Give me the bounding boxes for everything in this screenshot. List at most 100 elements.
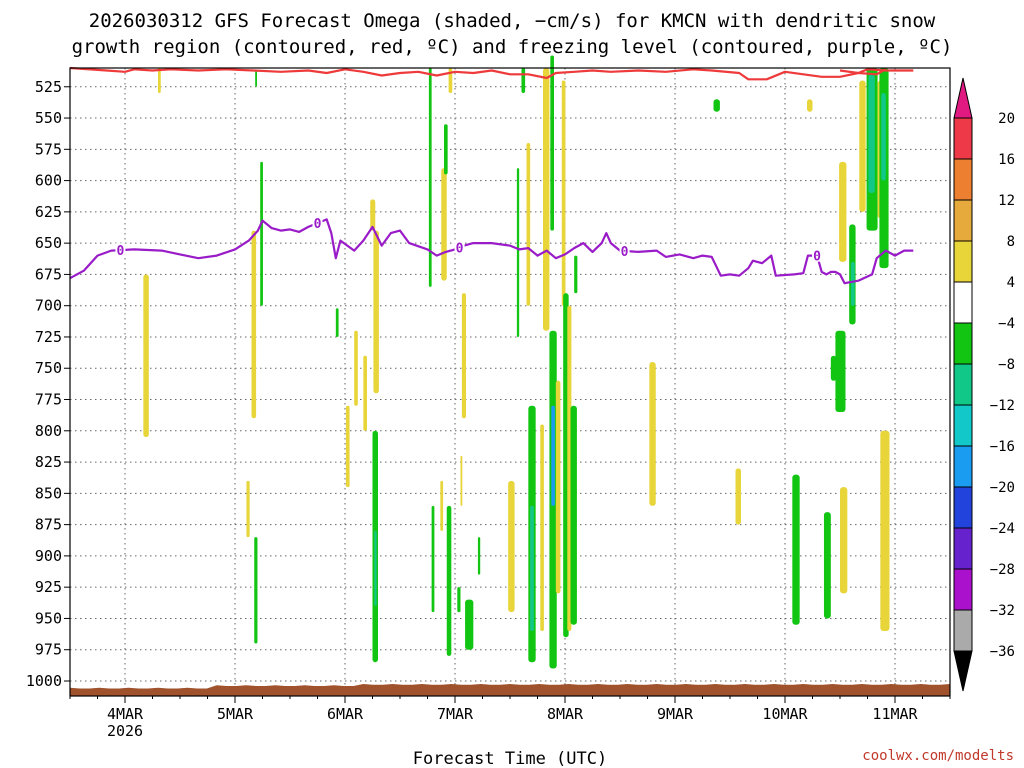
y-tick-label: 550	[35, 109, 62, 127]
omega-cell	[713, 99, 720, 112]
omega-cell	[574, 255, 578, 294]
colorbar-label: 8	[1007, 234, 1015, 250]
chart-title-line-2: growth region (contoured, red, ºC) and f…	[72, 36, 953, 58]
omega-cell	[792, 474, 800, 625]
omega-cell	[526, 143, 531, 306]
y-tick-label: 1000	[26, 672, 62, 690]
x-tick-label: 10MAR	[762, 705, 808, 723]
freezing-label-bg	[619, 243, 630, 257]
y-tick-label: 875	[35, 516, 62, 534]
freezing-label-bg	[115, 243, 126, 257]
omega-cell	[830, 355, 837, 381]
omega-cell	[530, 505, 534, 631]
x-axis-label: Forecast Time (UTC)	[413, 749, 607, 768]
omega-cell	[807, 99, 813, 112]
y-tick-label: 675	[35, 265, 62, 283]
y-axis-pressure: 525 550 575 600 625 650 675 700 725 750 775 800 825 8…	[26, 78, 70, 690]
colorbar-label: −24	[990, 521, 1015, 537]
colorbar-label: −16	[990, 439, 1015, 455]
omega-cell	[246, 480, 250, 538]
omega-cell	[335, 308, 339, 337]
dendritic-growth-contour	[69, 66, 914, 81]
contour-lines: 0 0 0 0 0	[69, 66, 914, 285]
y-tick-label: 700	[35, 297, 62, 315]
omega-cell	[143, 274, 149, 438]
omega-cell	[823, 512, 831, 619]
ground-fill	[70, 684, 950, 696]
colorbar-swatch	[953, 363, 973, 406]
colorbar-swatch	[953, 404, 973, 447]
colorbar-swatch	[953, 445, 973, 488]
omega-cell	[859, 80, 866, 212]
colorbar-legend: 20 16 12 8 4 −4 −8 −12 −16 −20 −24 −28 −32 −36	[953, 77, 1015, 692]
freezing-label-bg	[454, 240, 465, 254]
omega-cell	[460, 455, 463, 506]
freezing-level-contour	[69, 218, 914, 285]
x-tick-label: 8MAR	[547, 705, 584, 723]
y-tick-label: 775	[35, 391, 62, 409]
colorbar-label: 4	[1007, 275, 1015, 291]
x-tick-label: 9MAR	[657, 705, 694, 723]
colorbar-label: −8	[998, 357, 1015, 373]
omega-cell	[158, 68, 161, 94]
colorbar-swatch	[953, 117, 973, 160]
y-tick-label: 975	[35, 641, 62, 659]
y-tick-label: 925	[35, 578, 62, 596]
omega-cell	[354, 330, 358, 406]
plot-area: 0 0 0 0 0	[69, 55, 951, 697]
credit-text: coolwx.com/modelts	[862, 748, 1014, 764]
omega-cell	[440, 480, 444, 531]
colorbar-label: −28	[990, 562, 1015, 578]
omega-cell	[457, 587, 461, 613]
x-tick-label: 5MAR	[217, 705, 254, 723]
dendritic-growth-contour-segment	[839, 68, 887, 76]
omega-cell	[521, 68, 526, 94]
omega-cell	[555, 380, 561, 594]
x-tick-label: 6MAR	[327, 705, 364, 723]
omega-cell	[428, 68, 432, 287]
y-tick-label: 650	[35, 234, 62, 252]
omega-cell	[516, 168, 520, 337]
y-tick-label: 625	[35, 203, 62, 221]
y-tick-label: 825	[35, 453, 62, 471]
omega-cell	[543, 68, 550, 331]
omega-cell	[840, 487, 848, 594]
y-tick-label: 725	[35, 328, 62, 346]
omega-shading	[143, 55, 890, 669]
omega-cell	[561, 80, 566, 306]
omega-cell	[851, 261, 855, 306]
omega-cell	[448, 68, 453, 94]
y-tick-label: 600	[35, 172, 62, 190]
colorbar-label: −4	[998, 316, 1015, 332]
ground-terrain	[70, 684, 950, 696]
y-tick-label: 750	[35, 359, 62, 377]
omega-cell	[551, 405, 555, 506]
colorbar-swatch	[953, 281, 973, 324]
omega-cell	[363, 355, 367, 431]
x-tick-label: 4MAR	[107, 705, 144, 723]
omega-cell	[465, 599, 474, 650]
omega-cell	[374, 530, 377, 606]
freezing-level-label: 0	[314, 217, 322, 232]
y-tick-label: 950	[35, 609, 62, 627]
omega-cell	[649, 361, 656, 506]
freezing-level-label: 0	[456, 242, 464, 257]
omega-cell	[880, 430, 890, 631]
colorbar-label: −36	[990, 644, 1015, 660]
omega-cell	[570, 405, 577, 625]
colorbar-swatch	[953, 609, 973, 652]
colorbar-swatch	[953, 199, 973, 242]
omega-cell	[477, 537, 481, 575]
x-tick-label: 11MAR	[872, 705, 918, 723]
omega-cell	[550, 55, 554, 231]
omega-cell	[431, 505, 435, 613]
y-tick-label: 850	[35, 484, 62, 502]
chart-title-line-1: 2026030312 GFS Forecast Omega (shaded, −…	[89, 10, 936, 32]
freezing-level-label: 0	[813, 250, 821, 265]
colorbar-swatch	[953, 158, 973, 201]
freezing-label-bg	[812, 248, 823, 262]
omega-cell	[868, 74, 875, 194]
omega-cell	[446, 505, 452, 656]
omega-cell	[839, 161, 847, 262]
